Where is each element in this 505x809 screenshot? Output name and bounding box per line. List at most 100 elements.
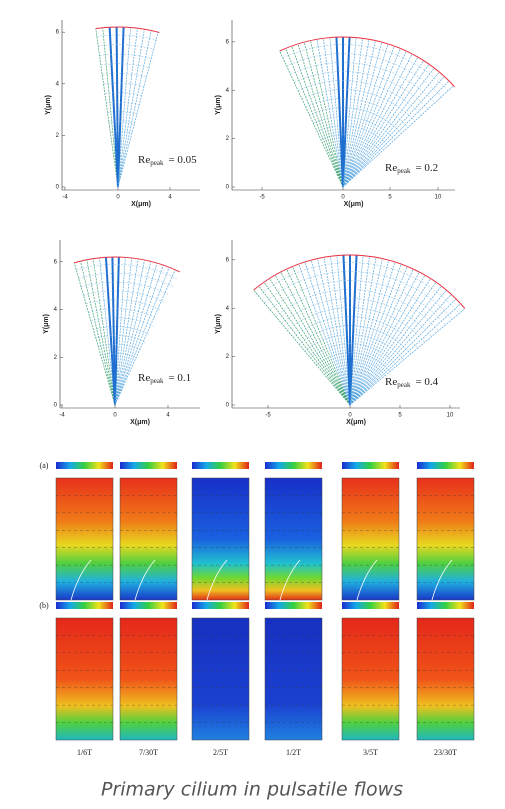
ray	[349, 258, 383, 406]
ray	[342, 40, 376, 188]
row-label: (a)	[40, 461, 49, 470]
y-tick-label: 2	[226, 136, 230, 142]
ray	[297, 43, 344, 188]
chord	[103, 82, 145, 87]
re-base: Re	[138, 154, 150, 166]
chord	[316, 125, 389, 147]
streamline	[431, 559, 453, 601]
ray	[114, 257, 133, 406]
colorbar	[342, 602, 399, 609]
chord	[93, 326, 150, 335]
y-tick-label: 0	[226, 403, 230, 409]
x-axis-label: X(μm)	[130, 419, 150, 426]
x-tick-label: 0	[113, 413, 117, 419]
ray	[349, 294, 452, 406]
ray	[114, 258, 139, 406]
y-tick-label: 6	[54, 259, 58, 265]
chord	[81, 281, 169, 295]
colorbar	[417, 462, 474, 469]
y-tick-label: 4	[226, 306, 230, 312]
chord	[275, 289, 439, 331]
ray	[349, 308, 466, 406]
ray	[111, 257, 116, 406]
ray	[303, 42, 344, 188]
contour-panel	[341, 617, 400, 741]
contour-panel	[55, 477, 114, 601]
chord	[292, 316, 418, 349]
ray	[349, 285, 442, 406]
re-label: Repeak = 0.05	[138, 154, 197, 167]
re-sub: peak	[397, 381, 411, 389]
contour-panel	[55, 617, 114, 741]
ray	[349, 268, 414, 406]
ray	[117, 27, 125, 188]
envelope-arc	[253, 254, 466, 309]
ray	[323, 38, 344, 188]
x-tick-label: 4	[166, 413, 170, 419]
colorbar	[265, 462, 322, 469]
time-label: 1/6T	[77, 748, 92, 757]
contour-panel	[191, 617, 250, 741]
ray	[114, 259, 145, 406]
ray	[263, 281, 351, 406]
chord	[104, 92, 143, 97]
ray	[342, 42, 383, 188]
ray	[258, 285, 351, 406]
ray	[329, 37, 344, 188]
ray	[310, 40, 344, 188]
ray	[114, 264, 164, 406]
caption: Primary cilium in pulsatile flows	[101, 779, 403, 801]
ray	[349, 274, 426, 406]
ray	[95, 28, 119, 188]
ray	[349, 255, 364, 406]
y-tick-label: 6	[56, 30, 60, 36]
time-label: 1/2T	[286, 748, 301, 757]
x-tick-label: 10	[447, 413, 454, 419]
envelope-arc	[95, 26, 160, 33]
ray	[349, 289, 447, 406]
ray	[117, 27, 131, 188]
ray	[342, 76, 445, 188]
chord	[310, 343, 398, 366]
time-label: 3/5T	[363, 748, 378, 757]
re-base: Re	[138, 372, 150, 384]
contour-panel	[119, 617, 178, 741]
chord	[98, 344, 142, 351]
ray	[342, 71, 440, 188]
contour-panel	[416, 477, 475, 601]
ray	[342, 85, 454, 188]
re-label: Repeak = 0.4	[385, 376, 439, 389]
ray	[342, 80, 450, 188]
row-label: (b)	[39, 601, 49, 610]
x-tick-label: -4	[59, 413, 65, 419]
ray	[114, 267, 170, 406]
streamline	[134, 559, 156, 601]
ray	[73, 262, 116, 406]
colorbar	[56, 602, 113, 609]
chord	[78, 273, 173, 287]
ray	[117, 29, 145, 188]
y-tick-label: 0	[226, 185, 230, 191]
ray	[342, 255, 351, 406]
ray	[349, 260, 390, 406]
chord	[107, 111, 138, 115]
chord	[83, 290, 166, 303]
ray	[342, 50, 407, 188]
y-axis-label: Y(μm)	[43, 314, 50, 334]
ray	[342, 53, 413, 188]
re-value: = 0.05	[168, 154, 197, 166]
contour-panel	[416, 617, 475, 741]
ray	[342, 38, 363, 188]
y-tick-label: 6	[226, 39, 230, 45]
re-value: = 0.4	[415, 376, 438, 388]
y-axis-label: Y(μm)	[215, 95, 222, 115]
chord	[294, 71, 430, 110]
chord	[95, 335, 146, 343]
colorbar	[342, 462, 399, 469]
y-tick-label: 2	[226, 354, 230, 360]
ray	[279, 50, 344, 188]
x-axis-label: X(μm)	[344, 201, 364, 208]
colorbar	[417, 602, 474, 609]
ray	[342, 37, 357, 188]
chord	[85, 299, 162, 311]
